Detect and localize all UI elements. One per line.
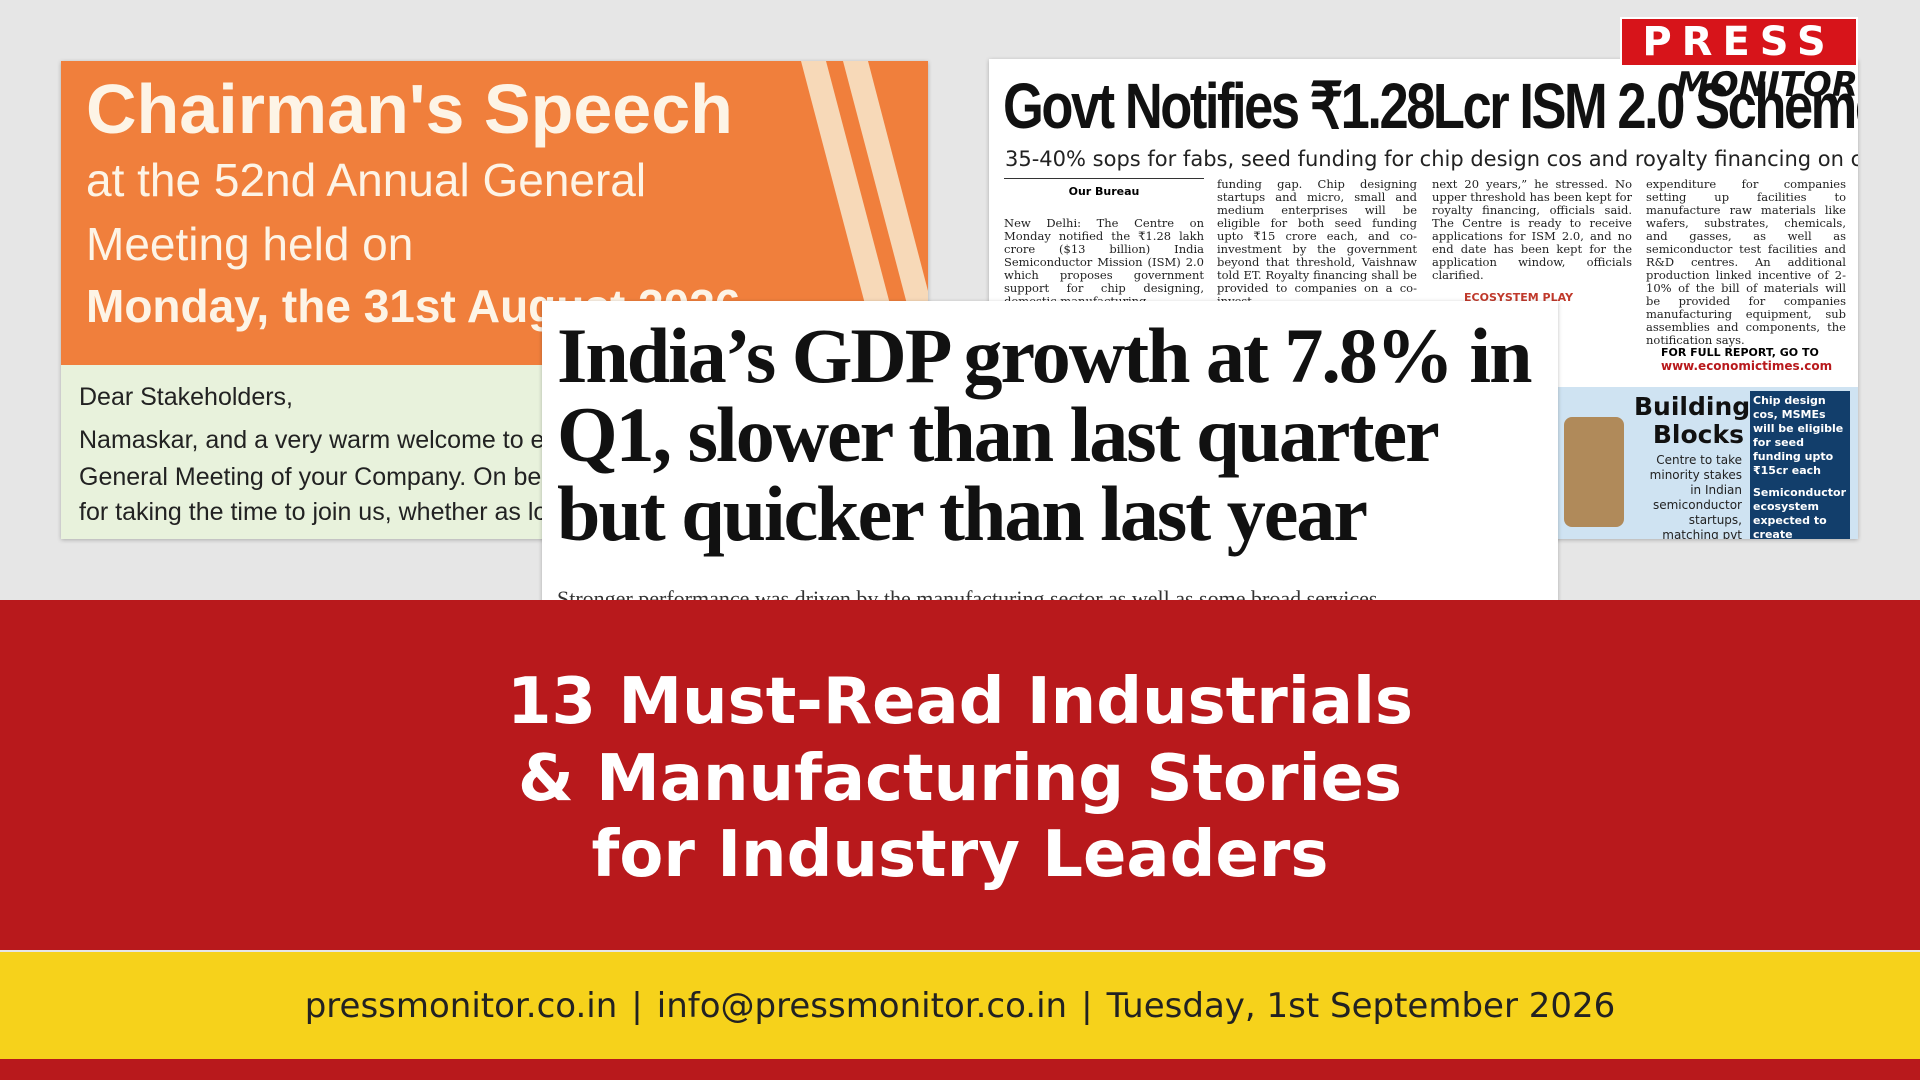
gdp-clipping: India’s GDP growth at 7.8% in Q1, slower…: [542, 301, 1558, 631]
footer-date: Tuesday, 1st September 2026: [1106, 985, 1616, 1026]
box-title: Building Blocks: [1634, 392, 1751, 449]
banner-title-line: & Manufacturing Stories: [517, 742, 1403, 816]
footer-strip: [0, 1059, 1920, 1080]
title-band: 13 Must-Read Industrials & Manufacturing…: [0, 600, 1920, 950]
banner-title-line: 13 Must-Read Industrials: [507, 665, 1413, 739]
section-label: ECOSYSTEM PLAY: [1464, 291, 1574, 304]
ism-clipping: Govt Notifies ₹1.28Lcr ISM 2.0 Scheme 35…: [989, 59, 1858, 539]
box-side: Chip design cos, MSMEs will be eligible …: [1750, 391, 1850, 539]
report-url: www.economictimes.com: [1661, 359, 1833, 373]
greeting: Dear Stakeholders,: [79, 383, 294, 411]
logo-monitor: MONITOR: [1675, 65, 1858, 105]
chairman-clipping: Chairman's Speech at the 52nd Annual Gen…: [61, 61, 928, 539]
body-line: Namaskar, and a very warm welcome to e: [79, 426, 545, 454]
stripes: [801, 61, 928, 365]
body-line: for taking the time to join us, whether …: [79, 498, 556, 526]
column: funding gap. Chip designing startups and…: [1217, 178, 1417, 308]
clip-line: at the 52nd Annual General: [86, 154, 647, 206]
clip-line: Meeting held on: [86, 218, 414, 270]
byline: Our Bureau: [1004, 178, 1204, 198]
report-label: FOR FULL REPORT, GO TO: [1661, 346, 1819, 359]
footer-email: info@pressmonitor.co.in: [656, 985, 1068, 1026]
box-text: Centre to take minority stakes in Indian…: [1649, 453, 1742, 539]
column: New Delhi: The Centre on Monday notified…: [1004, 217, 1204, 308]
headline-line: India’s GDP growth at 7.8% in: [557, 312, 1532, 399]
column: expenditure for companies setting up fac…: [1646, 178, 1846, 347]
chip-image: [1564, 417, 1624, 527]
info-box: Building Blocks Centre to take minority …: [1554, 387, 1858, 539]
headline-line: Q1, slower than last quarter: [557, 391, 1440, 478]
footer-separator: |: [631, 985, 643, 1026]
headline-line: but quicker than last year: [557, 470, 1368, 557]
column: next 20 years,” he stressed. No upper th…: [1432, 178, 1632, 282]
footer: pressmonitor.co.in | info@pressmonitor.c…: [0, 952, 1920, 1059]
footer-separator: |: [1081, 985, 1093, 1026]
clip-title: Chairman's Speech: [86, 70, 733, 148]
footer-website: pressmonitor.co.in: [304, 985, 618, 1026]
subheadline: 35-40% sops for fabs, seed funding for c…: [1005, 147, 1858, 171]
logo-press: PRESS: [1620, 17, 1858, 67]
side-text: Chip design cos, MSMEs will be eligible …: [1753, 394, 1844, 477]
body-line: General Meeting of your Company. On beha…: [79, 463, 582, 491]
logo: PRESS MONITOR: [1620, 17, 1858, 103]
banner-title-line: for Industry Leaders: [591, 818, 1329, 892]
headline: Govt Notifies ₹1.28Lcr ISM 2.0 Scheme: [1003, 70, 1858, 142]
side-text: Semiconductor ecosystem expected to crea…: [1753, 486, 1846, 539]
